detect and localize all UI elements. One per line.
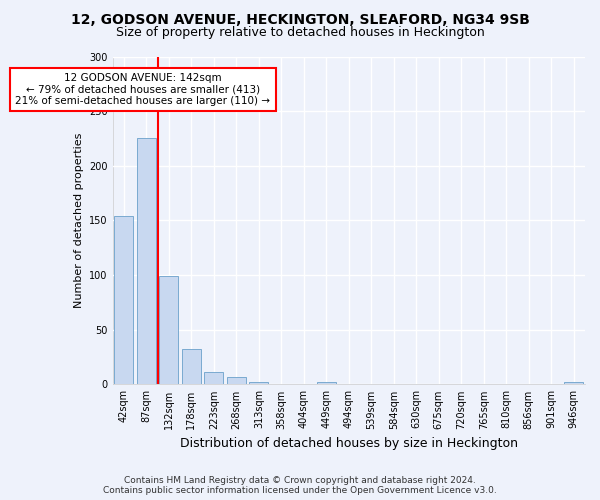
Bar — [204, 372, 223, 384]
Bar — [249, 382, 268, 384]
Y-axis label: Number of detached properties: Number of detached properties — [74, 133, 83, 308]
Text: 12 GODSON AVENUE: 142sqm
← 79% of detached houses are smaller (413)
21% of semi-: 12 GODSON AVENUE: 142sqm ← 79% of detach… — [16, 73, 271, 106]
Text: Size of property relative to detached houses in Heckington: Size of property relative to detached ho… — [116, 26, 484, 39]
Text: Contains HM Land Registry data © Crown copyright and database right 2024.
Contai: Contains HM Land Registry data © Crown c… — [103, 476, 497, 495]
Bar — [159, 276, 178, 384]
Bar — [564, 382, 583, 384]
Bar — [317, 382, 336, 384]
Bar — [227, 377, 246, 384]
Bar — [114, 216, 133, 384]
Bar — [182, 350, 201, 384]
Bar — [137, 138, 156, 384]
Text: 12, GODSON AVENUE, HECKINGTON, SLEAFORD, NG34 9SB: 12, GODSON AVENUE, HECKINGTON, SLEAFORD,… — [71, 12, 529, 26]
X-axis label: Distribution of detached houses by size in Heckington: Distribution of detached houses by size … — [180, 437, 518, 450]
